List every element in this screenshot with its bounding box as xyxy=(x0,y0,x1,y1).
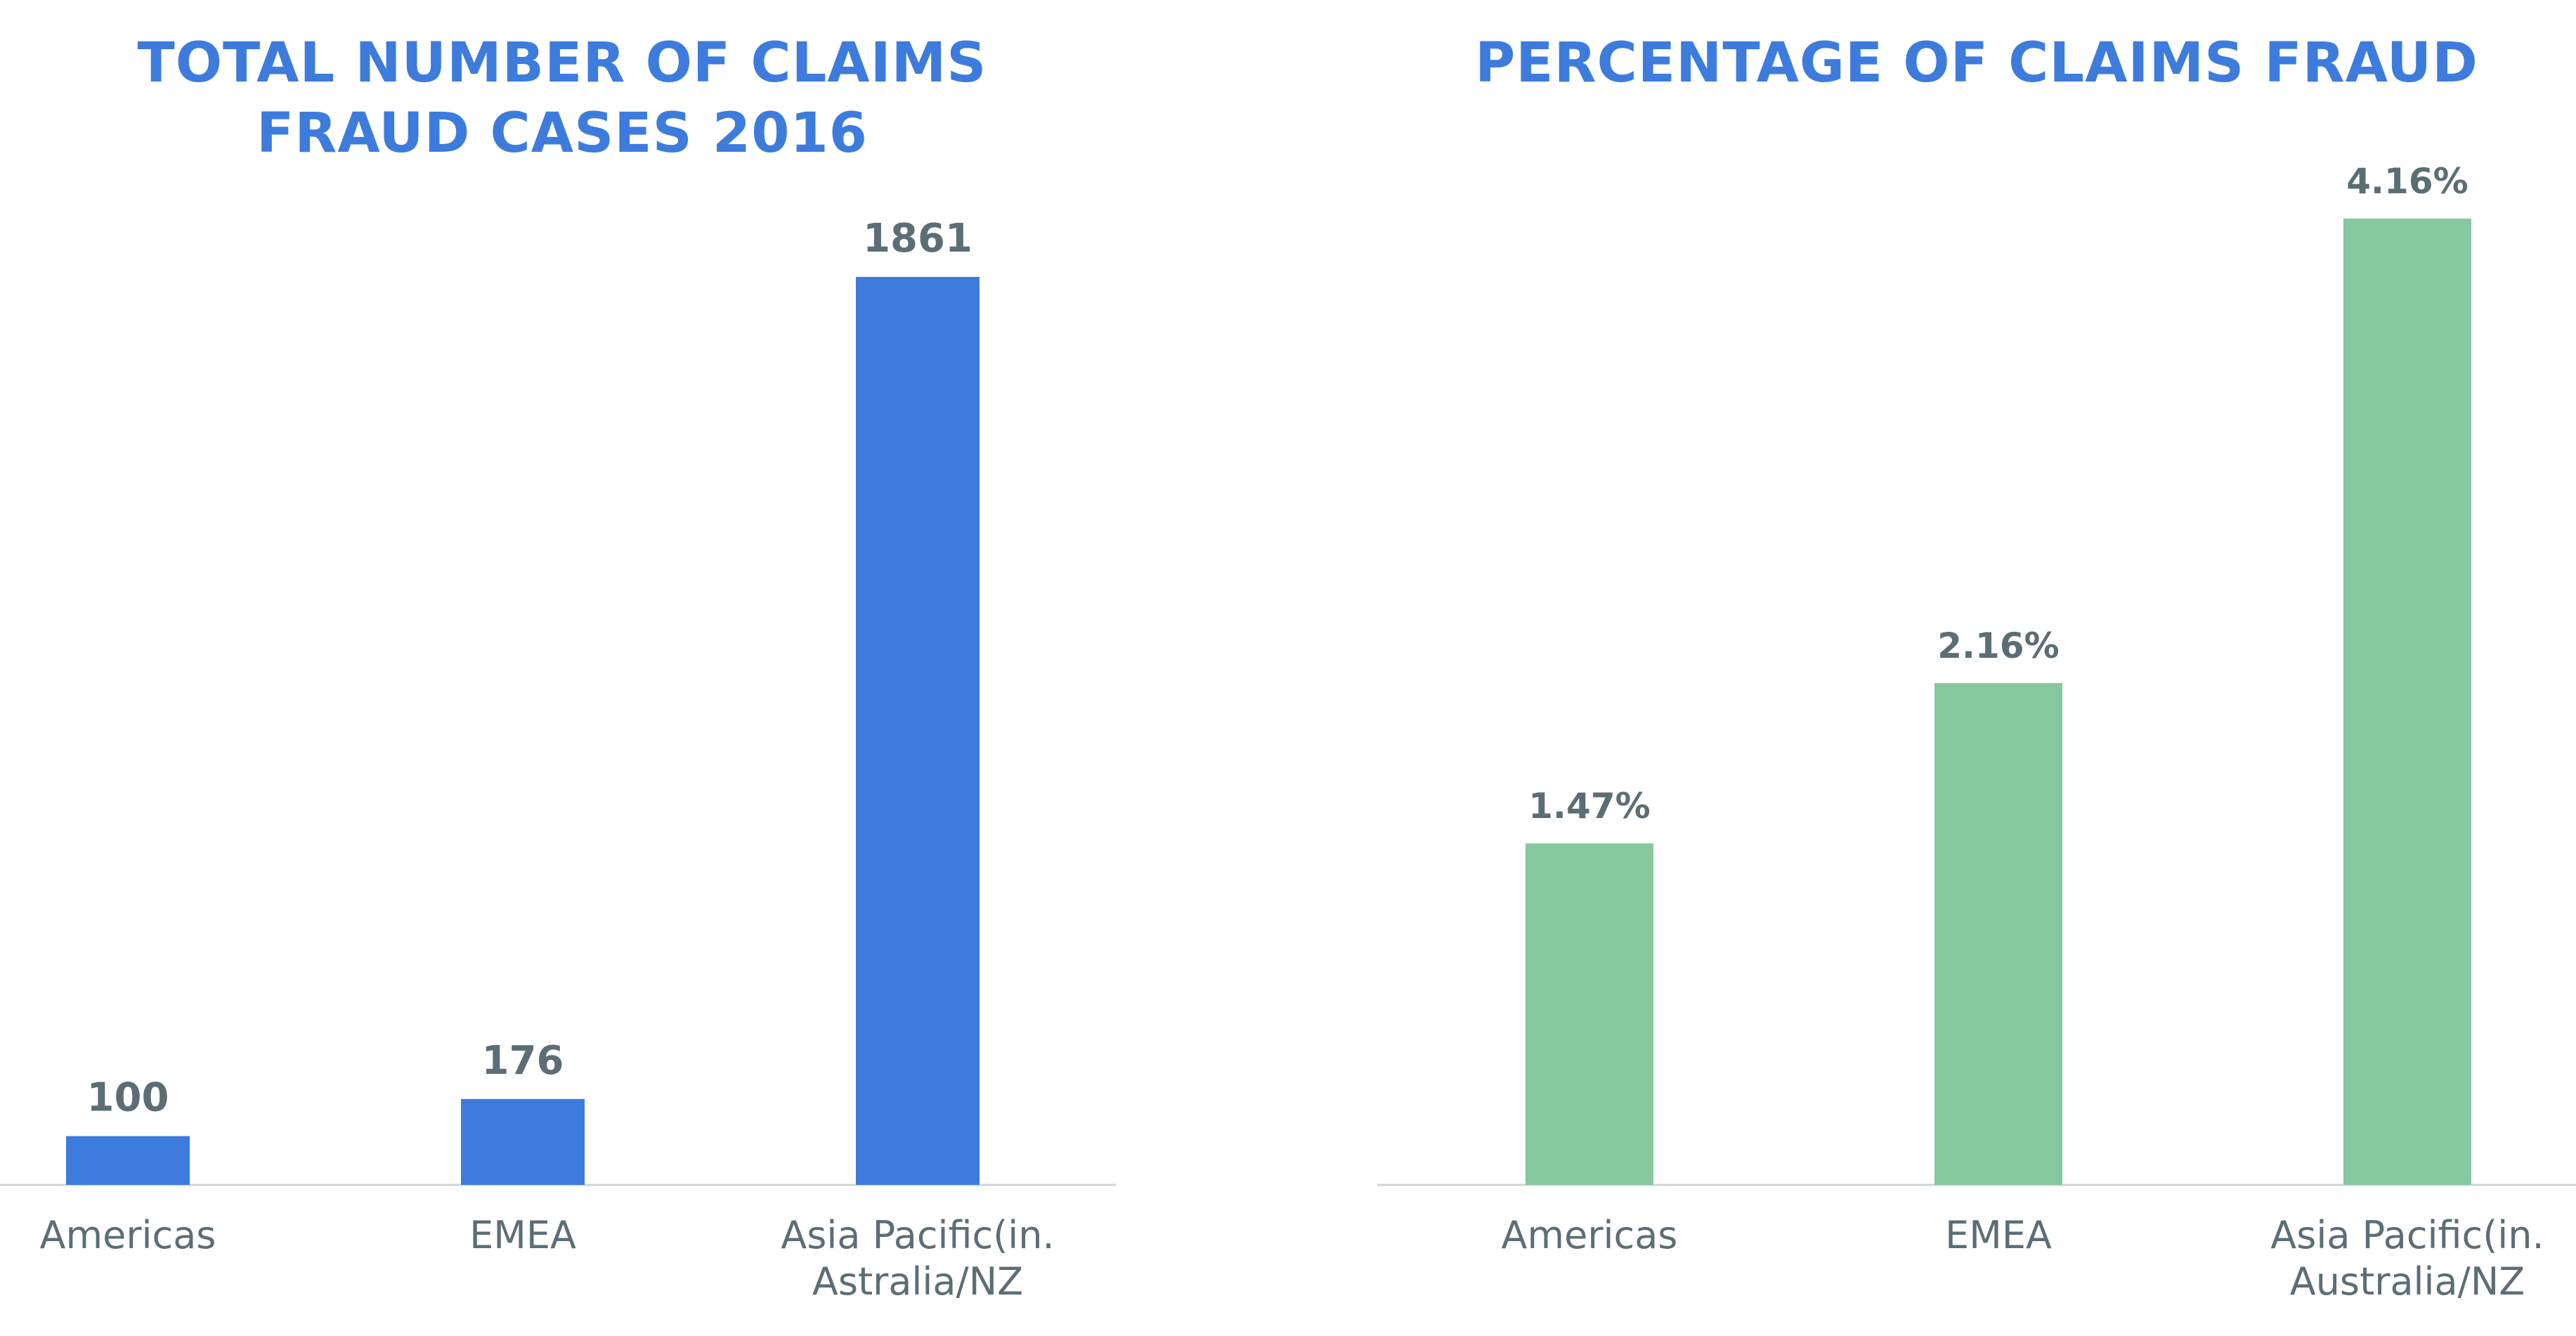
data-label: 1.47% xyxy=(1528,786,1650,826)
chart-title-line: FRAUD CASES 2016 xyxy=(256,102,869,165)
x-tick-label: Americas xyxy=(40,1213,216,1257)
data-label: 1861 xyxy=(863,216,972,261)
fraud-percentage-chart: PERCENTAGE OF CLAIMS FRAUD 1.47% Americas… xyxy=(1377,0,2576,1336)
fraud-percentage-plot: 1.47% Americas 2.16% EMEA 4.16% Asia Pacific(… xyxy=(1377,161,2576,1304)
chart-title-line: PERCENTAGE OF CLAIMS FRAUD xyxy=(1475,32,2478,95)
bar xyxy=(1934,683,2062,1185)
data-label: 2.16% xyxy=(1937,625,2059,666)
x-tick-label: Asia Pacific(in. xyxy=(2270,1213,2544,1257)
bar xyxy=(856,277,980,1185)
data-label: 100 xyxy=(87,1075,169,1121)
claims-count-chart: TOTAL NUMBER OF CLAIMS FRAUD CASES 2016 … xyxy=(0,0,1124,1336)
x-tick-label: Asia Pacific(in. xyxy=(781,1213,1054,1257)
bar xyxy=(461,1098,585,1185)
bar xyxy=(2343,219,2471,1185)
x-tick-label: EMEA xyxy=(1945,1213,2052,1257)
data-label: 4.16% xyxy=(2346,161,2468,202)
data-label: 176 xyxy=(482,1038,564,1084)
x-tick-label: Americas xyxy=(1502,1213,1678,1257)
chart-title: TOTAL NUMBER OF CLAIMS FRAUD CASES 2016 xyxy=(0,28,1124,169)
x-tick-label: Astralia/NZ xyxy=(812,1259,1023,1304)
chart-title-line: TOTAL NUMBER OF CLAIMS xyxy=(137,32,987,95)
bar xyxy=(1526,843,1653,1185)
bar xyxy=(66,1136,190,1185)
x-tick-label: EMEA xyxy=(469,1213,576,1257)
x-tick-label: Australia/NZ xyxy=(2290,1259,2525,1304)
chart-title: PERCENTAGE OF CLAIMS FRAUD xyxy=(1377,28,2576,98)
claims-count-plot: 100 Americas 176 EMEA 1861 Asia Pacific(in.As… xyxy=(0,216,1116,1304)
